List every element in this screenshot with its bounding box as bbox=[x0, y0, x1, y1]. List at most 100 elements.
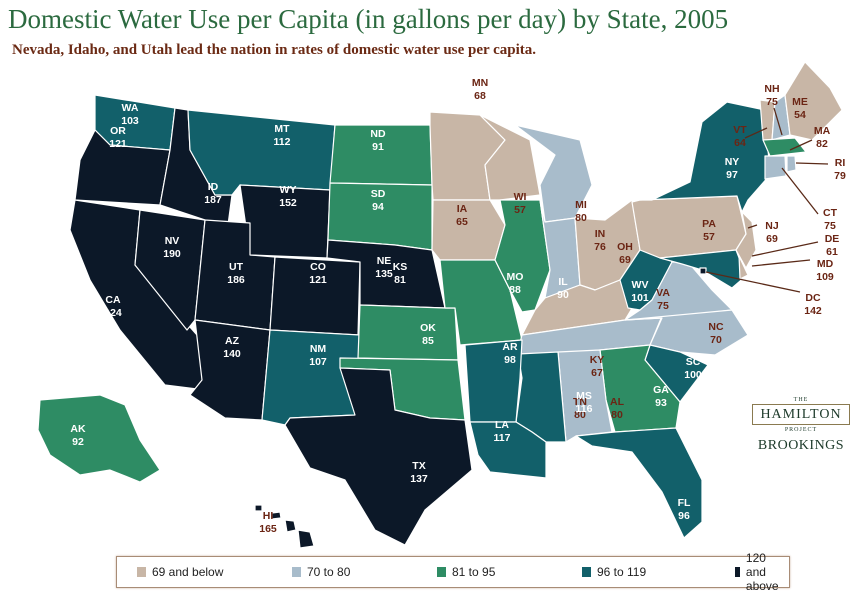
state-label-dc: DC bbox=[805, 292, 821, 304]
state-label-ok: OK bbox=[420, 322, 436, 334]
state-value-ms: 116 bbox=[576, 403, 593, 415]
state-value-nv: 190 bbox=[163, 248, 181, 260]
legend-swatch bbox=[437, 567, 446, 577]
legend-swatch bbox=[292, 567, 301, 577]
state-label-in: IN bbox=[595, 228, 606, 240]
legend-item: 69 and below bbox=[137, 565, 223, 579]
state-value-ri: 79 bbox=[834, 170, 846, 182]
state-value-mt: 112 bbox=[274, 136, 291, 148]
state-hi-island bbox=[271, 511, 282, 520]
legend-item: 120 and above bbox=[735, 551, 789, 593]
state-label-ks: KS bbox=[393, 261, 408, 273]
legend-label: 69 and below bbox=[152, 565, 224, 579]
logo-hamilton: HAMILTON bbox=[752, 404, 850, 425]
state-value-de: 61 bbox=[826, 246, 838, 258]
state-ct bbox=[764, 155, 787, 180]
state-label-oh: OH bbox=[617, 241, 633, 253]
state-value-ga: 93 bbox=[655, 397, 667, 409]
state-value-ny: 97 bbox=[726, 169, 738, 181]
state-value-mi: 80 bbox=[575, 212, 587, 224]
state-tx bbox=[284, 367, 473, 546]
state-value-id: 187 bbox=[204, 194, 222, 206]
state-value-tn: 80 bbox=[574, 409, 586, 421]
state-value-sc: 100 bbox=[684, 369, 702, 381]
state-value-hi: 165 bbox=[259, 523, 277, 535]
state-value-nc: 70 bbox=[710, 334, 722, 346]
state-value-vt: 64 bbox=[734, 137, 746, 149]
state-label-ia: IA bbox=[457, 203, 468, 215]
state-label-al: AL bbox=[610, 396, 625, 408]
state-value-me: 54 bbox=[794, 109, 806, 121]
state-value-ct: 75 bbox=[824, 220, 836, 232]
state-label-wy: WY bbox=[280, 184, 297, 196]
legend-swatch bbox=[735, 567, 740, 577]
leader-line-ri bbox=[795, 162, 829, 165]
state-fl bbox=[575, 427, 703, 539]
leader-line-md bbox=[751, 259, 811, 267]
state-hi-island bbox=[284, 519, 297, 533]
state-value-ky: 67 bbox=[591, 367, 603, 379]
state-value-nj: 69 bbox=[766, 233, 778, 245]
map-title: Domestic Water Use per Capita (in gallon… bbox=[8, 4, 729, 34]
state-ks bbox=[357, 304, 459, 361]
state-nc bbox=[624, 309, 749, 356]
state-value-wy: 152 bbox=[279, 197, 297, 209]
state-hi-island bbox=[297, 529, 315, 549]
state-ny bbox=[639, 101, 771, 213]
leader-line-ma bbox=[789, 139, 813, 151]
leader-line-nj bbox=[747, 224, 758, 229]
state-label-va: VA bbox=[656, 287, 670, 299]
legend: 69 and below 70 to 80 81 to 95 96 to 119 120… bbox=[116, 551, 790, 593]
state-value-nh: 75 bbox=[766, 96, 778, 108]
state-label-ma: MA bbox=[814, 125, 831, 137]
state-value-oh: 69 bbox=[619, 254, 631, 266]
state-value-la: 117 bbox=[494, 432, 511, 444]
state-label-de: DE bbox=[825, 233, 840, 245]
state-value-ca: 124 bbox=[104, 307, 122, 319]
state-label-ny: NY bbox=[725, 156, 740, 168]
hamilton-brookings-logo: THE HAMILTON PROJECT BROOKINGS bbox=[748, 396, 854, 454]
state-label-mo: MO bbox=[507, 271, 524, 283]
state-value-az: 140 bbox=[223, 348, 241, 360]
state-label-vt: VT bbox=[733, 124, 747, 136]
state-label-md: MD bbox=[817, 258, 834, 270]
leader-line-nh bbox=[773, 107, 783, 136]
state-label-id: ID bbox=[208, 181, 219, 193]
state-value-nd: 91 bbox=[372, 141, 384, 153]
state-label-nc: NC bbox=[708, 321, 724, 333]
legend-label: 120 and above bbox=[745, 551, 779, 593]
state-label-hi: HI bbox=[263, 510, 274, 522]
state-wi bbox=[479, 114, 541, 201]
state-value-nm: 107 bbox=[309, 356, 327, 368]
state-ar bbox=[464, 339, 523, 423]
state-label-ar: AR bbox=[502, 341, 518, 353]
state-label-mi: MI bbox=[575, 199, 587, 211]
state-label-ky: KY bbox=[590, 354, 605, 366]
legend-label: 70 to 80 bbox=[307, 565, 351, 579]
state-label-il: IL bbox=[558, 276, 568, 288]
state-la bbox=[469, 421, 547, 479]
state-value-va: 75 bbox=[657, 300, 669, 312]
state-label-sc: SC bbox=[686, 356, 701, 368]
logo-the: THE bbox=[793, 397, 809, 403]
state-value-wi: 57 bbox=[514, 204, 526, 216]
state-value-ok: 85 bbox=[422, 335, 434, 347]
state-label-ne: NE bbox=[377, 255, 392, 267]
state-ia bbox=[431, 199, 506, 261]
state-label-ut: UT bbox=[229, 261, 244, 273]
logo-project: PROJECT bbox=[784, 427, 818, 433]
state-label-co: CO bbox=[310, 261, 326, 273]
state-label-tx: TX bbox=[412, 460, 425, 472]
state-value-ia: 65 bbox=[456, 216, 468, 228]
state-value-ak: 92 bbox=[72, 436, 84, 448]
logo-brookings: BROOKINGS bbox=[757, 438, 845, 453]
state-label-wv: WV bbox=[632, 279, 649, 291]
state-de bbox=[738, 255, 749, 280]
state-label-ga: GA bbox=[653, 384, 669, 396]
state-value-tx: 137 bbox=[410, 473, 428, 485]
state-label-az: AZ bbox=[225, 335, 240, 347]
state-label-fl: FL bbox=[678, 497, 691, 509]
legend-item: 96 to 119 bbox=[582, 565, 646, 579]
state-label-la: LA bbox=[495, 419, 509, 431]
